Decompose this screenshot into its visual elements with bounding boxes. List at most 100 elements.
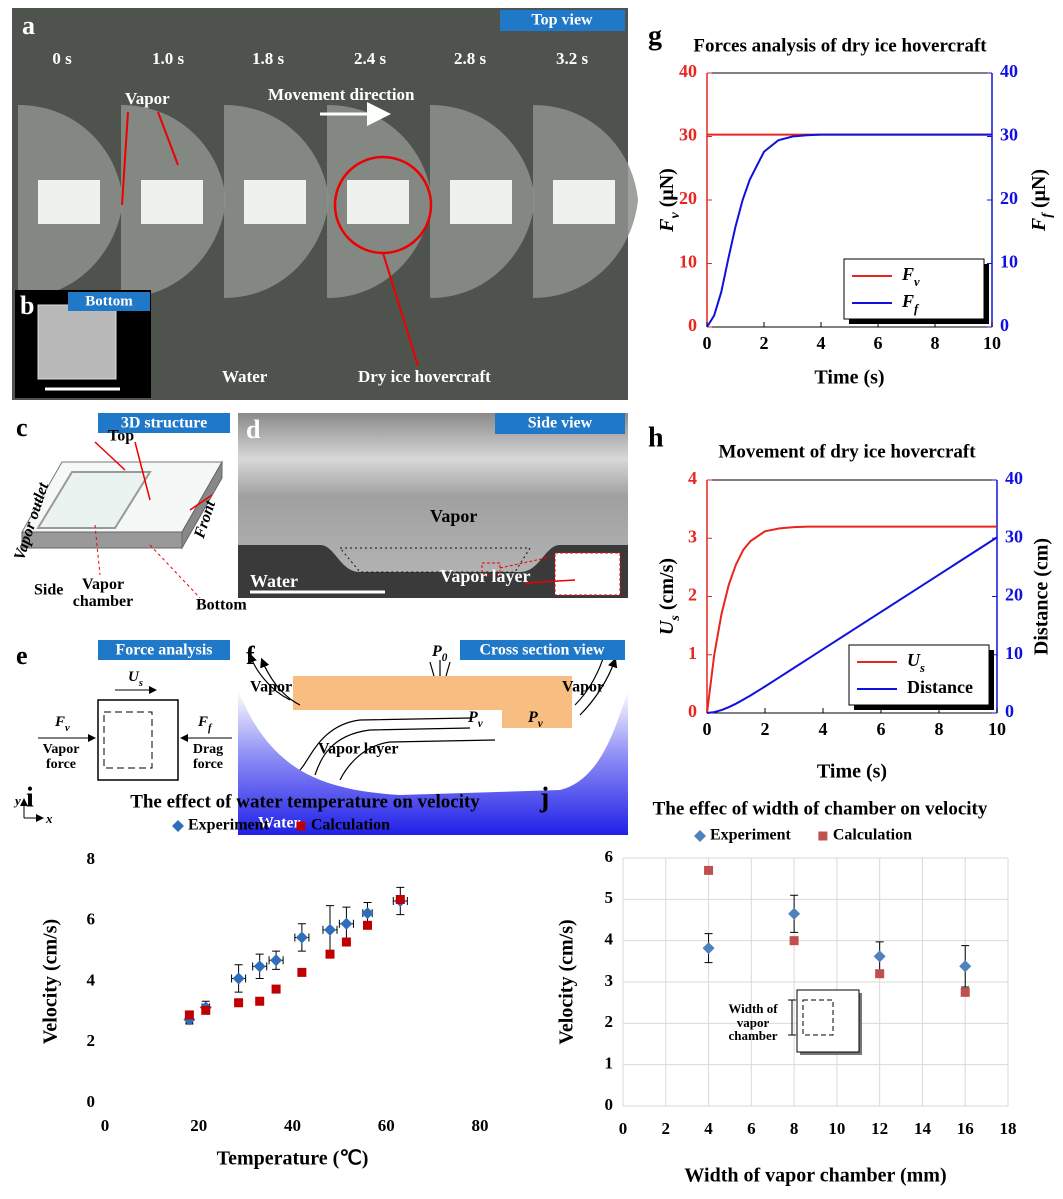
label: Fv	[54, 714, 70, 733]
label-box: Vapor force	[35, 743, 87, 783]
label: Side	[34, 582, 63, 599]
label: Movement direction	[268, 85, 415, 104]
y-tick-label: 3	[688, 526, 697, 546]
y2-axis-title: Distance (cm)	[1031, 538, 1053, 655]
label: Vapor	[250, 679, 292, 696]
y2-tick-label: 20	[1005, 585, 1023, 605]
y-tick-label: 1	[605, 1054, 614, 1073]
label-part: (μN)	[1028, 169, 1050, 213]
figure: aTop view0 s1.0 s1.8 s2.4 s2.8 s3.2 sVap…	[0, 0, 1063, 1194]
y2-tick-label: 10	[1000, 252, 1018, 272]
y-tick-label: 2	[87, 1031, 96, 1050]
point	[874, 950, 886, 962]
y2-tick-label: 0	[1000, 315, 1009, 335]
y-tick-label: 8	[87, 849, 96, 868]
y-axis-title: Us (cm/s)	[656, 558, 683, 635]
label: Water	[222, 367, 268, 386]
y-tick-label: 0	[87, 1092, 96, 1111]
y-tick-label: 5	[605, 888, 614, 907]
label: Bottom	[196, 597, 247, 614]
y-tick-label: 0	[688, 315, 697, 335]
y2-axis-title: Ff (μN)	[1028, 169, 1055, 232]
y-tick-label: 4	[605, 930, 614, 949]
label: Drag force	[182, 743, 234, 772]
chart-title: The effect of water temperature on veloc…	[130, 791, 480, 812]
x-tick-label: 8	[931, 333, 940, 353]
hovercraft-body	[141, 180, 203, 224]
label-part: F	[197, 714, 208, 730]
hovercraft-body	[553, 180, 615, 224]
point	[704, 866, 713, 875]
y2-tick-label: 10	[1005, 643, 1023, 663]
y2-tick-label: 30	[1005, 526, 1023, 546]
x-tick-label: 6	[877, 719, 886, 739]
panel-letter: d	[246, 415, 261, 444]
time-label: 2.8 s	[454, 49, 487, 68]
tag: Bottom	[85, 293, 133, 309]
legend-label: Experiment	[710, 827, 792, 844]
point	[296, 931, 308, 943]
inset-label-box: Width of vapor chamber	[712, 1002, 794, 1042]
tag: Top view	[531, 12, 593, 29]
legend-marker	[694, 830, 706, 842]
label: Ff	[197, 714, 213, 733]
time-label: 1.0 s	[152, 49, 185, 68]
y-axis-title: Velocity (cm/s)	[556, 919, 578, 1044]
legend-marker	[172, 820, 184, 832]
label: y	[13, 793, 21, 808]
hovercraft-body	[244, 180, 306, 224]
x-tick-label: 0	[101, 1116, 110, 1135]
block-front	[22, 532, 182, 548]
label-part: (μN)	[656, 168, 678, 212]
y-axis-title: Velocity (cm/s)	[40, 919, 62, 1044]
tag: Force analysis	[115, 642, 212, 659]
label: Vapor	[562, 679, 604, 696]
label: Vapor layer	[318, 741, 398, 758]
label-part: U	[907, 650, 921, 670]
point	[959, 960, 971, 972]
x-tick-label: 80	[472, 1116, 489, 1135]
inset-label: Width of vapor chamber	[712, 1002, 794, 1042]
subscript: s	[919, 661, 925, 675]
y2-tick-label: 30	[1000, 125, 1018, 145]
x-tick-label: 4	[817, 333, 826, 353]
x-tick-label: 20	[190, 1116, 207, 1135]
point	[340, 918, 352, 930]
point	[272, 985, 281, 994]
label-part: (cm/s)	[656, 558, 678, 615]
panel-letter: h	[648, 422, 664, 453]
time-label: 3.2 s	[556, 49, 589, 68]
label-part: F	[656, 218, 678, 233]
x-tick-label: 60	[378, 1116, 395, 1135]
x-tick-label: 6	[874, 333, 883, 353]
y2-tick-label: 20	[1000, 188, 1018, 208]
legend-marker	[296, 822, 305, 831]
legend-label: Calculation	[833, 827, 912, 844]
label: Vapor layer	[440, 566, 531, 586]
point	[961, 988, 970, 997]
chart-title: Forces analysis of dry ice hovercraft	[693, 35, 987, 56]
ice-block	[38, 305, 116, 379]
chart-title: The effec of width of chamber on velocit…	[653, 798, 988, 819]
label: Vapor force	[35, 743, 87, 772]
point	[234, 998, 243, 1007]
point	[185, 1010, 194, 1019]
y-tick-label: 3	[605, 971, 614, 990]
x-tick-label: 2	[662, 1119, 671, 1138]
label: Vapor	[430, 506, 477, 526]
y-tick-label: 20	[679, 188, 697, 208]
tag: Side view	[528, 415, 593, 432]
point	[233, 972, 245, 984]
panel-letter: c	[16, 413, 28, 442]
legend-label: Experiment	[188, 817, 270, 834]
x-tick-label: 12	[871, 1119, 888, 1138]
label: Dry ice hovercraft	[358, 367, 491, 386]
x-tick-label: 2	[760, 333, 769, 353]
label-box: Vapor chamber	[68, 577, 138, 617]
y-tick-label: 2	[688, 585, 697, 605]
label: Top	[108, 428, 134, 445]
zoom-inset	[555, 553, 620, 595]
y-tick-label: 1	[688, 643, 697, 663]
x-tick-label: 10	[988, 719, 1006, 739]
label: Water	[250, 571, 298, 591]
